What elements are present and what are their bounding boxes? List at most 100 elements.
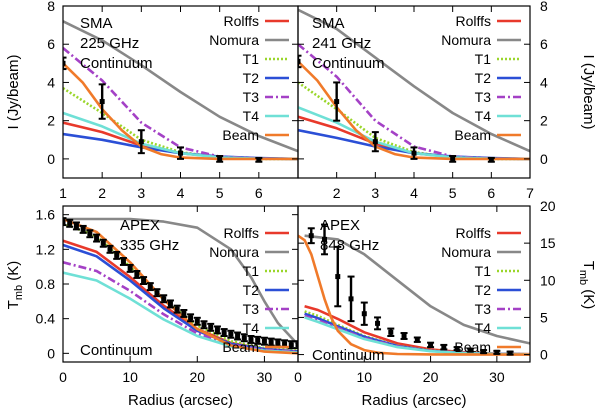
data-point xyxy=(178,150,183,156)
x-tick-label: 30 xyxy=(257,369,273,385)
x-tick-label: 4 xyxy=(410,185,418,201)
y-tick-label: 6 xyxy=(47,36,55,52)
y-tick-label: 4 xyxy=(540,74,548,90)
legend-label: Nomura xyxy=(441,32,491,48)
annotation-frequency: 225 GHz xyxy=(80,35,139,52)
data-point xyxy=(275,340,281,346)
data-point xyxy=(73,223,79,229)
plot-area xyxy=(298,8,530,163)
annotation-continuum: Continuum xyxy=(80,342,153,359)
data-point xyxy=(67,220,73,226)
data-point xyxy=(63,219,66,225)
data-point xyxy=(87,231,93,237)
data-point xyxy=(147,284,153,290)
series-line-beam xyxy=(298,234,530,356)
data-point xyxy=(235,333,241,339)
legend-label: Nomura xyxy=(441,244,491,260)
data-point xyxy=(208,324,214,330)
panel-3: 0 0.4 0.8 1.2 1.6 0 10 20 30 APEX 335 GHz Continuum… xyxy=(36,205,299,409)
data-point xyxy=(308,233,314,239)
data-point xyxy=(268,339,274,345)
data-point xyxy=(256,157,262,163)
series-line-nomura xyxy=(63,20,298,153)
data-point xyxy=(348,296,354,302)
legend-label: Rolffs xyxy=(223,225,259,241)
y-tick-label: 2 xyxy=(47,113,55,129)
data-point xyxy=(454,346,460,352)
x-tick-label: 10 xyxy=(356,369,372,385)
y-tick-label: 1.6 xyxy=(36,207,56,223)
data-point xyxy=(261,338,267,344)
x-tick-label: 20 xyxy=(189,369,205,385)
data-point xyxy=(282,341,288,347)
legend-label: Nomura xyxy=(209,244,259,260)
legend: Rolffs Nomura T1 T2 T3 T4 Beam xyxy=(441,13,521,143)
annotation-frequency: 335 GHz xyxy=(120,237,179,254)
annotation-instrument: APEX xyxy=(320,217,360,234)
data-point xyxy=(114,252,120,258)
series-line-t3 xyxy=(63,261,298,353)
x-tick-label: 7 xyxy=(526,185,534,201)
data-point xyxy=(221,330,227,336)
annotation-frequency: 848 GHz xyxy=(320,237,379,254)
observed-points xyxy=(298,54,495,163)
legend: Rolffs Nomura T1 T2 T3 T4 Beam xyxy=(209,13,289,143)
legend-label: T2 xyxy=(243,70,260,86)
data-point xyxy=(94,235,100,241)
data-point xyxy=(361,311,367,317)
annotation-frequency: 241 GHz xyxy=(312,35,371,52)
data-point xyxy=(481,349,487,355)
legend-label: T2 xyxy=(243,282,260,298)
data-point xyxy=(335,274,341,280)
y-axis-label-left-top: I (Jy/beam) xyxy=(5,54,22,129)
panel-2: 0 2 4 6 8 2 3 4 5 6 7 SMA 241 GHz Continuum Rolffs Nomu… xyxy=(297,0,548,201)
x-axis-label: Radius (arcsec) xyxy=(361,392,466,409)
data-point xyxy=(428,342,434,348)
x-tick-label: 4 xyxy=(177,185,185,201)
y-tick-label: 4 xyxy=(47,74,55,90)
data-point xyxy=(298,58,301,64)
y-tick-label: 5 xyxy=(540,309,548,325)
observed-points xyxy=(63,56,263,163)
data-point xyxy=(181,310,187,316)
data-point xyxy=(201,322,207,328)
data-point xyxy=(161,296,167,302)
y-tick-label: 15 xyxy=(540,235,556,251)
x-tick-label: 3 xyxy=(371,185,379,201)
data-point xyxy=(120,258,126,264)
y-tick-label: 20 xyxy=(540,198,556,214)
data-point xyxy=(127,265,133,271)
data-point xyxy=(255,337,261,343)
data-point xyxy=(322,236,328,242)
x-tick-label: 3 xyxy=(137,185,145,201)
observed-points xyxy=(63,217,298,350)
y-tick-label: 0 xyxy=(47,345,55,361)
panel-4: 0 5 10 15 20 0 10 20 30 APEX 848 GHz Continuum Rolff… xyxy=(294,198,556,409)
data-point xyxy=(167,301,173,307)
y-tick-label: 0.4 xyxy=(36,311,56,327)
legend: Rolffs Nomura T1 T2 T3 T4 Beam xyxy=(209,225,289,355)
legend-label: Beam xyxy=(454,127,491,143)
y-tick-label: 6 xyxy=(540,36,548,52)
x-tick-label: 20 xyxy=(423,369,439,385)
legend-label: T3 xyxy=(243,89,260,105)
series-line-nomura xyxy=(63,217,298,346)
data-point xyxy=(217,156,223,162)
x-tick-label: 6 xyxy=(255,185,263,201)
legend-label: Rolffs xyxy=(455,225,491,241)
y-axis-label-left-bottom: Tmb (K) xyxy=(5,261,25,310)
x-tick-label: 5 xyxy=(449,185,457,201)
plot-frame xyxy=(297,205,531,363)
y-tick-label: 0 xyxy=(540,347,548,363)
data-point xyxy=(228,331,234,337)
x-tick-label: 10 xyxy=(122,369,138,385)
data-point xyxy=(134,271,140,277)
y-tick-label: 1.2 xyxy=(36,241,56,257)
legend-label: T1 xyxy=(243,51,260,67)
series-line-nomura xyxy=(298,8,530,153)
data-point xyxy=(188,315,194,321)
data-point xyxy=(388,329,394,335)
y-tick-label: 0.8 xyxy=(36,276,56,292)
x-tick-label: 6 xyxy=(487,185,495,201)
